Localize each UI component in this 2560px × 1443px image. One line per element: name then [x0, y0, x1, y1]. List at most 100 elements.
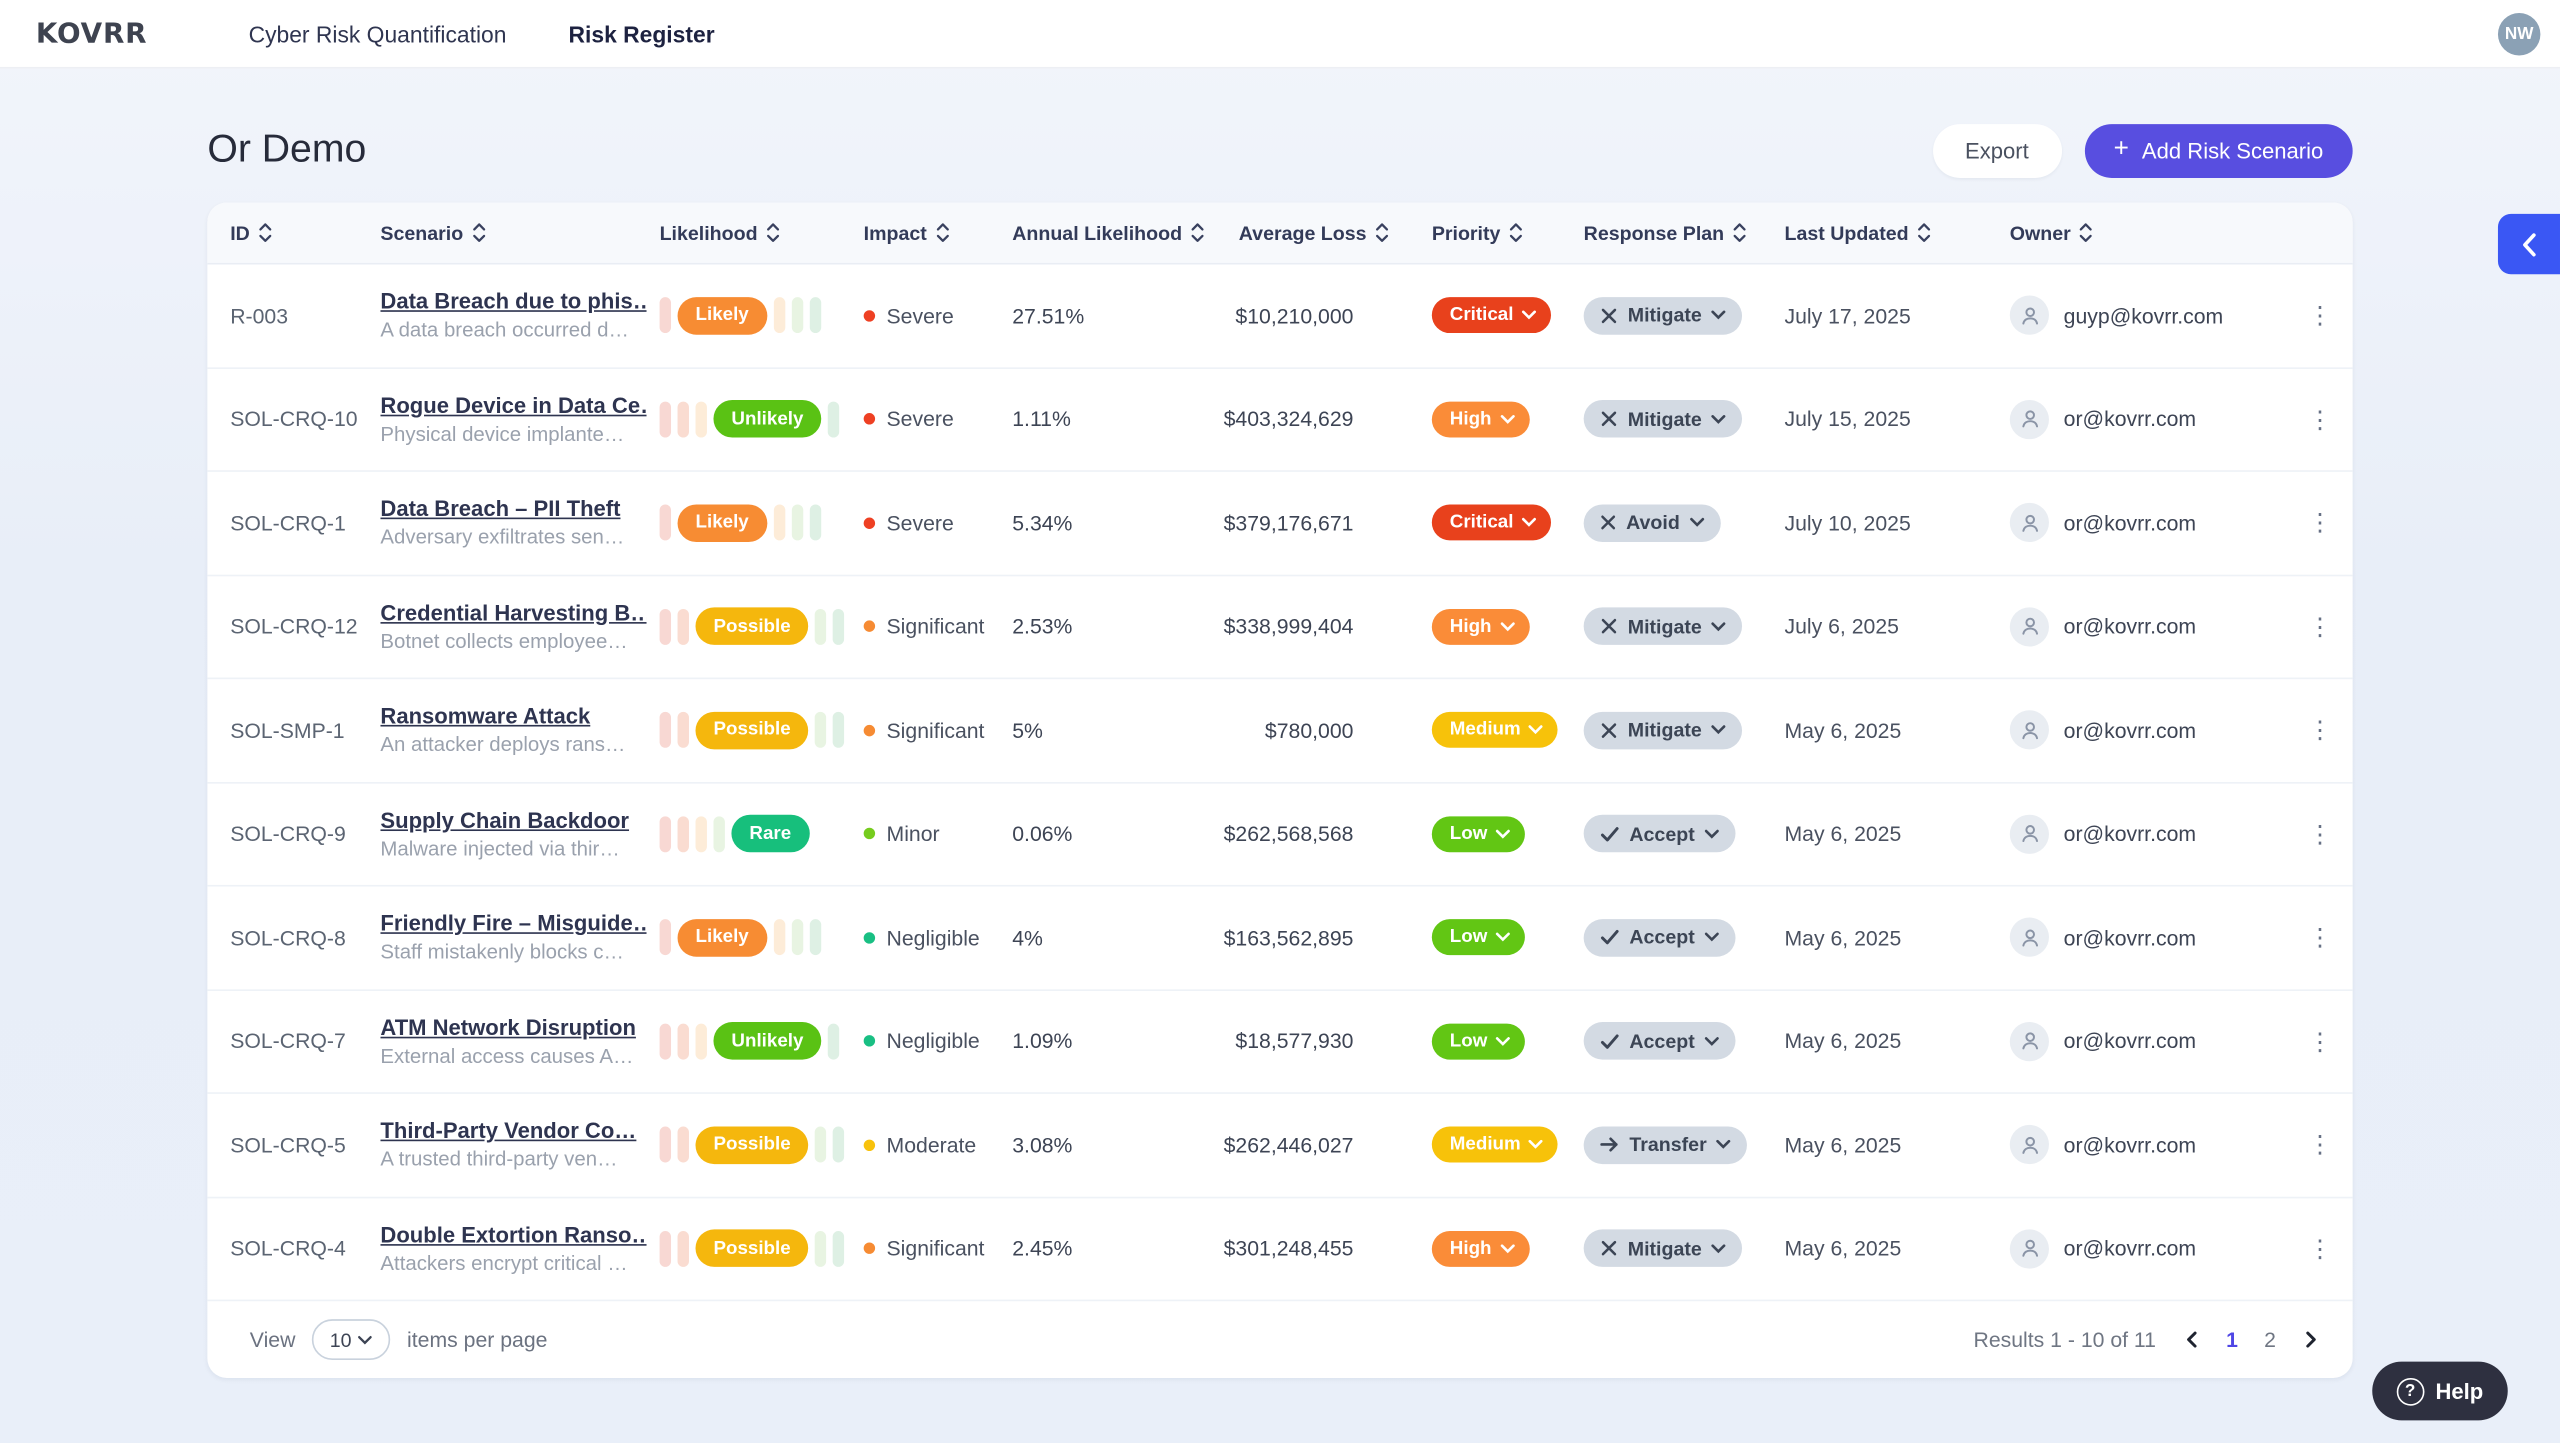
scenario-link[interactable]: Ransomware Attack: [380, 704, 646, 728]
meter-segment: [678, 712, 689, 748]
priority-dropdown[interactable]: Low: [1432, 1023, 1525, 1059]
priority-dropdown[interactable]: Medium: [1432, 1127, 1558, 1163]
annual-likelihood: 4%: [1012, 925, 1216, 949]
scenario-description: A trusted third-party ven…: [380, 1148, 646, 1171]
response-plan-dropdown[interactable]: Mitigate: [1584, 297, 1743, 335]
person-icon: [2019, 823, 2040, 844]
last-updated: May 6, 2025: [1784, 822, 2009, 846]
scenario-link[interactable]: Double Extortion Ranso…: [380, 1222, 646, 1246]
owner-email: guyp@kovrr.com: [2064, 303, 2224, 327]
column-header-id[interactable]: ID: [230, 221, 380, 244]
meter-segment: [791, 298, 802, 334]
last-updated: July 10, 2025: [1784, 511, 2009, 535]
response-plan-dropdown[interactable]: Accept: [1584, 815, 1736, 853]
impact-cell: Negligible: [864, 925, 1013, 949]
likelihood-meter: Likely: [660, 504, 864, 542]
scenario-link[interactable]: Data Breach – PII Theft: [380, 497, 646, 521]
kebab-menu-icon[interactable]: ⋮: [2287, 404, 2352, 433]
priority-dropdown[interactable]: Critical: [1432, 505, 1551, 541]
kebab-menu-icon[interactable]: ⋮: [2287, 1234, 2352, 1263]
column-header-annual-likelihood[interactable]: Annual Likelihood: [1012, 221, 1216, 244]
page-number-1[interactable]: 1: [2226, 1327, 2238, 1351]
response-plan-dropdown[interactable]: Mitigate: [1584, 400, 1743, 438]
kebab-menu-icon[interactable]: ⋮: [2287, 1130, 2352, 1159]
column-header-priority[interactable]: Priority: [1432, 221, 1584, 244]
scenario-link[interactable]: ATM Network Disruption: [380, 1015, 646, 1039]
scenario-link[interactable]: Data Breach due to phis…: [380, 289, 646, 313]
help-button[interactable]: ? Help: [2372, 1362, 2508, 1421]
row-id: SOL-CRQ-9: [230, 822, 380, 846]
scenario-description: A data breach occurred d…: [380, 319, 646, 342]
scenario-link[interactable]: Credential Harvesting B…: [380, 600, 646, 624]
response-plan-dropdown[interactable]: Accept: [1584, 919, 1736, 957]
page-number-2[interactable]: 2: [2264, 1327, 2276, 1351]
side-panel-toggle-button[interactable]: [2498, 214, 2560, 274]
column-header-scenario[interactable]: Scenario: [380, 221, 659, 244]
table-row: SOL-SMP-1 Ransomware AttackAn attacker d…: [207, 679, 2352, 783]
meter-segment: [678, 1231, 689, 1267]
kebab-menu-icon[interactable]: ⋮: [2287, 923, 2352, 952]
table-row: SOL-CRQ-7 ATM Network DisruptionExternal…: [207, 990, 2352, 1094]
chevron-down-icon: [1712, 622, 1727, 632]
owner-cell: or@kovrr.com: [2010, 607, 2288, 646]
kebab-menu-icon[interactable]: ⋮: [2287, 301, 2352, 330]
previous-page-button[interactable]: [2182, 1327, 2200, 1351]
response-plan-dropdown[interactable]: Mitigate: [1584, 608, 1743, 646]
help-label: Help: [2435, 1379, 2483, 1403]
top-navbar: KOVRR Cyber Risk Quantification Risk Reg…: [0, 0, 2560, 69]
response-plan-dropdown[interactable]: Mitigate: [1584, 1230, 1743, 1268]
priority-dropdown[interactable]: Low: [1432, 920, 1525, 956]
kebab-menu-icon[interactable]: ⋮: [2287, 1027, 2352, 1056]
kebab-menu-icon[interactable]: ⋮: [2287, 508, 2352, 537]
table-row: SOL-CRQ-12 Credential Harvesting B…Botne…: [207, 576, 2352, 680]
priority-dropdown[interactable]: High: [1432, 609, 1529, 645]
meter-segment: [833, 1127, 844, 1163]
kebab-menu-icon[interactable]: ⋮: [2287, 612, 2352, 641]
tab-risk-register[interactable]: Risk Register: [568, 20, 714, 46]
impact-cell: Severe: [864, 511, 1013, 535]
page-size-select[interactable]: 10: [312, 1319, 391, 1360]
scenario-link[interactable]: Third-Party Vendor Co…: [380, 1119, 646, 1143]
sort-icon: [1509, 222, 1524, 243]
meter-segment: [809, 920, 820, 956]
owner-avatar: [2010, 814, 2049, 853]
column-header-likelihood[interactable]: Likelihood: [660, 221, 864, 244]
last-updated: July 15, 2025: [1784, 407, 2009, 431]
scenario-description: External access causes A…: [380, 1044, 646, 1067]
chevron-down-icon: [1712, 725, 1727, 735]
last-updated: May 6, 2025: [1784, 1133, 2009, 1157]
likelihood-meter: Possible: [660, 1126, 864, 1164]
sort-icon: [1732, 222, 1747, 243]
add-risk-scenario-button[interactable]: + Add Risk Scenario: [2084, 123, 2352, 177]
priority-dropdown[interactable]: Critical: [1432, 298, 1551, 334]
scenario-link[interactable]: Supply Chain Backdoor: [380, 808, 646, 832]
priority-dropdown[interactable]: Medium: [1432, 712, 1558, 748]
next-page-button[interactable]: [2302, 1327, 2320, 1351]
response-plan-dropdown[interactable]: Accept: [1584, 1022, 1736, 1060]
scenario-link[interactable]: Rogue Device in Data Ce…: [380, 393, 646, 417]
scenario-link[interactable]: Friendly Fire – Misguide…: [380, 911, 646, 935]
column-header-impact[interactable]: Impact: [864, 221, 1013, 244]
tab-cyber-risk-quantification[interactable]: Cyber Risk Quantification: [249, 20, 507, 46]
column-header-last-updated[interactable]: Last Updated: [1784, 221, 2009, 244]
chevron-down-icon: [1500, 414, 1515, 424]
kebab-menu-icon[interactable]: ⋮: [2287, 819, 2352, 848]
priority-dropdown[interactable]: High: [1432, 401, 1529, 437]
meter-segment: [809, 505, 820, 541]
kebab-menu-icon[interactable]: ⋮: [2287, 716, 2352, 745]
chevron-down-icon: [1522, 311, 1537, 321]
priority-dropdown[interactable]: High: [1432, 1231, 1529, 1267]
response-plan-dropdown[interactable]: Mitigate: [1584, 711, 1743, 749]
owner-cell: or@kovrr.com: [2010, 918, 2288, 957]
priority-dropdown[interactable]: Low: [1432, 816, 1525, 852]
column-header-response-plan[interactable]: Response Plan: [1584, 221, 1785, 244]
column-header-owner[interactable]: Owner: [2010, 221, 2288, 244]
response-plan-dropdown[interactable]: Transfer: [1584, 1126, 1748, 1164]
annual-likelihood: 27.51%: [1012, 303, 1216, 327]
scenario-description: Malware injected via thir…: [380, 837, 646, 860]
column-header-average-loss[interactable]: Average Loss: [1216, 221, 1432, 244]
response-plan-dropdown[interactable]: Avoid: [1584, 504, 1721, 542]
user-avatar[interactable]: NW: [2498, 13, 2540, 55]
export-button[interactable]: Export: [1932, 123, 2061, 177]
table-footer: View 10 items per page Results 1 - 10 of…: [207, 1301, 2352, 1378]
